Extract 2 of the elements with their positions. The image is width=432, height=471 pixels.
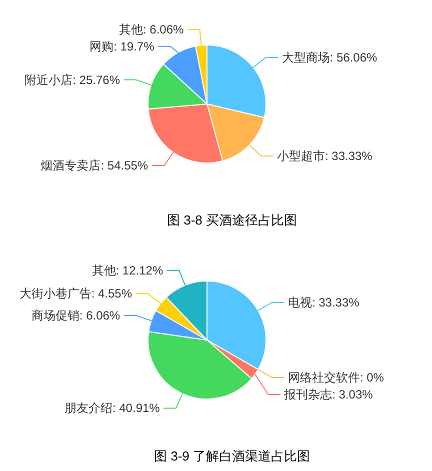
caption: 图 3-8 买酒途径占比图 [167,212,297,228]
caption: 图 3-9 了解白酒渠道占比图 [154,448,310,464]
